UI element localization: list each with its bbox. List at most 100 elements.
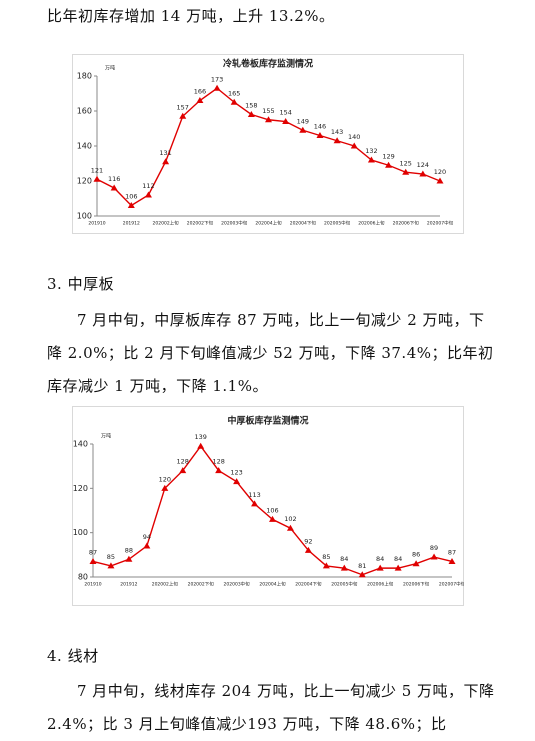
value-label: 120: [434, 168, 446, 176]
marker: [230, 98, 238, 105]
marker: [215, 467, 223, 474]
value-label: 92: [304, 537, 312, 545]
value-label: 120: [159, 475, 171, 483]
marker: [197, 442, 205, 449]
paragraph: 7 月中旬，中厚板库存 87 万吨，比上一旬减少 2 万吨，下降 2.0%；比 …: [47, 311, 494, 395]
marker: [304, 546, 312, 553]
x-tick-label: 202006下旬: [393, 220, 420, 227]
value-label: 89: [430, 544, 438, 552]
marker: [213, 84, 221, 91]
marker: [333, 137, 341, 144]
x-tick-label: 202007中旬: [439, 581, 464, 588]
marker: [430, 553, 438, 560]
value-label: 116: [108, 175, 120, 183]
y-tick-label: 100: [73, 528, 88, 537]
value-label: 87: [89, 548, 97, 556]
marker: [247, 111, 255, 117]
marker: [144, 191, 152, 198]
value-label: 149: [297, 117, 309, 125]
heading: 3. 中厚板: [47, 275, 115, 293]
value-label: 113: [248, 491, 260, 499]
marker: [162, 158, 170, 165]
marker: [286, 524, 294, 531]
chart-title: 中厚板库存监测情况: [227, 415, 308, 427]
marker: [282, 118, 290, 124]
marker: [110, 184, 118, 191]
value-label: 131: [159, 149, 171, 157]
value-label: 112: [142, 182, 154, 190]
marker: [358, 571, 366, 578]
value-label: 165: [228, 89, 240, 97]
x-tick-label: 202003中旬: [224, 581, 251, 588]
marker: [93, 175, 101, 182]
value-label: 86: [412, 551, 420, 559]
marker: [269, 515, 276, 522]
value-label: 158: [245, 102, 257, 110]
chart-frame: [72, 406, 464, 606]
marker: [179, 467, 187, 474]
x-tick-label: 202002下旬: [188, 581, 215, 588]
value-label: 132: [365, 147, 377, 155]
value-label: 84: [394, 555, 402, 563]
y-tick-label: 100: [77, 212, 92, 221]
value-label: 106: [266, 506, 278, 514]
x-tick-label: 202004上旬: [259, 581, 286, 588]
x-tick-label: 202005中旬: [324, 220, 351, 227]
marker: [367, 156, 375, 163]
value-label: 173: [211, 75, 223, 83]
value-label: 139: [194, 433, 206, 441]
value-label: 155: [262, 107, 274, 115]
y-tick-label: 80: [78, 573, 88, 582]
value-label: 124: [417, 161, 429, 169]
value-label: 146: [314, 123, 326, 131]
paragraph: 比年初库存增加 14 万吨，上升 13.2%。: [47, 7, 335, 25]
marker: [89, 557, 97, 564]
x-tick-label: 202006上旬: [367, 581, 394, 588]
value-label: 87: [448, 548, 456, 556]
marker: [385, 161, 393, 168]
marker: [402, 168, 410, 175]
y-tick-label: 140: [73, 440, 88, 449]
marker: [340, 564, 348, 571]
heading: 4. 线材: [47, 647, 99, 665]
x-tick-label: 201910: [84, 582, 101, 588]
chart-title: 冷轧卷板库存监测情况: [223, 58, 313, 70]
marker: [125, 555, 133, 562]
marker: [412, 560, 420, 567]
x-tick-label: 202002上旬: [153, 220, 180, 227]
value-label: 128: [212, 458, 224, 466]
value-label: 123: [230, 469, 242, 477]
x-tick-label: 202007中旬: [427, 220, 454, 227]
marker: [376, 564, 384, 571]
marker: [179, 112, 187, 119]
value-label: 106: [125, 193, 137, 201]
marker: [394, 564, 402, 571]
x-tick-label: 202006上旬: [358, 220, 385, 227]
unit-label: 万吨: [101, 433, 111, 440]
value-label: 84: [340, 555, 348, 563]
x-tick-label: 202002上旬: [152, 581, 179, 588]
marker: [299, 126, 307, 133]
marker: [316, 132, 324, 138]
value-label: 129: [382, 152, 394, 160]
marker: [107, 562, 115, 569]
marker: [350, 142, 358, 149]
marker: [127, 202, 135, 208]
value-label: 125: [399, 159, 411, 167]
paragraph: 7 月中旬，线材库存 204 万吨，比上一旬减少 5 万吨，下降 2.4%；比 …: [47, 682, 495, 733]
marker: [265, 116, 272, 123]
y-tick-label: 180: [77, 72, 92, 81]
y-tick-label: 140: [77, 142, 92, 151]
x-tick-label: 202003中旬: [221, 220, 248, 227]
x-tick-label: 201912: [120, 582, 137, 588]
x-tick-label: 202006下旬: [403, 581, 430, 588]
value-label: 166: [194, 88, 206, 96]
x-tick-label: 202004下旬: [295, 581, 322, 588]
y-tick-label: 120: [73, 484, 88, 493]
x-tick-label: 201912: [123, 221, 140, 227]
marker: [436, 177, 444, 184]
value-label: 85: [322, 553, 330, 561]
